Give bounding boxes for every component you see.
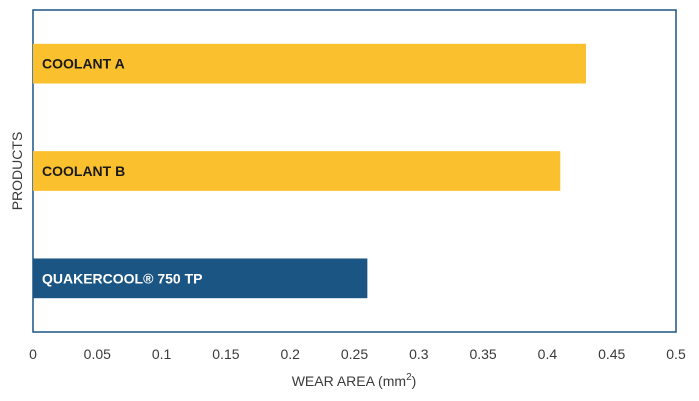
x-tick-label-8: 0.4 [538, 346, 558, 362]
x-axis-title-close: ) [412, 373, 417, 389]
y-axis-title: PRODUCTS [9, 132, 25, 211]
x-tick-label-3: 0.15 [212, 346, 239, 362]
x-tick-label-1: 0.05 [84, 346, 111, 362]
x-tick-label-2: 0.1 [152, 346, 172, 362]
bar-label-0: COOLANT A [42, 56, 125, 72]
bar-label-2: QUAKERCOOL® 750 TP [42, 270, 202, 286]
bars-group [33, 43, 586, 299]
x-axis-title: WEAR AREA (mm2) [292, 372, 417, 389]
x-tick-label-5: 0.25 [341, 346, 368, 362]
bar-2 [33, 258, 368, 299]
x-tick-label-10: 0.5 [666, 346, 686, 362]
x-tick-label-6: 0.3 [409, 346, 429, 362]
x-axis-title-main: WEAR AREA (mm [292, 373, 406, 389]
bar-1 [33, 151, 561, 191]
x-tick-label-0: 0 [29, 346, 37, 362]
x-tick-label-4: 0.2 [280, 346, 300, 362]
x-axis-title-superscript: 2 [406, 372, 412, 383]
x-tick-labels: 0 0.05 0.1 0.15 0.2 0.25 0.3 0.35 0.4 0.45 0.5 [29, 346, 686, 362]
x-tick-label-9: 0.45 [598, 346, 625, 362]
bar-0 [33, 43, 586, 84]
x-tick-label-7: 0.35 [469, 346, 496, 362]
bar-labels-group: COOLANT A COOLANT B QUAKERCOOL® 750 TP [42, 56, 202, 287]
bar-label-1: COOLANT B [42, 163, 125, 179]
